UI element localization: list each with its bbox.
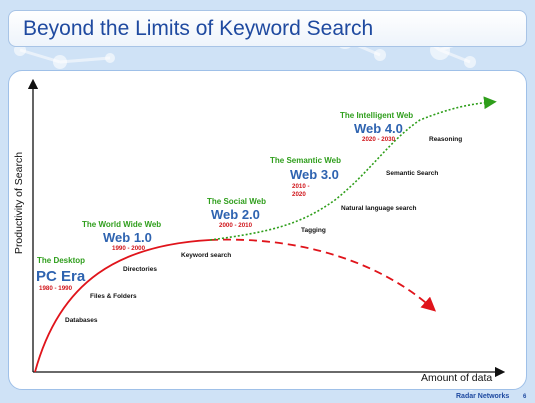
era-label-web-1: Web 1.0 (103, 230, 152, 245)
y-axis-label: Productivity of Search (13, 152, 25, 254)
era-label-web-4: Web 4.0 (354, 121, 403, 136)
feature-keyword-search: Keyword search (181, 252, 231, 259)
slide-title: Beyond the Limits of Keyword Search (23, 17, 374, 40)
era-name-world-wide-web: The World Wide Web (82, 220, 161, 229)
era-dates-web-1: 1990 - 2000 (112, 245, 146, 252)
era-dates-web-2: 2000 - 2010 (219, 222, 253, 229)
content-panel (8, 70, 527, 390)
era-dates-web-3-end: 2020 (292, 191, 306, 198)
feature-reasoning: Reasoning (429, 136, 462, 143)
feature-directories: Directories (123, 266, 157, 273)
feature-semantic-search: Semantic Search (386, 170, 438, 177)
era-label-web-2: Web 2.0 (211, 207, 260, 222)
era-name-social-web: The Social Web (207, 197, 266, 206)
feature-files-folders: Files & Folders (90, 293, 137, 300)
era-name-semantic-web: The Semantic Web (270, 156, 341, 165)
footer-brand: Radar Networks (456, 393, 509, 400)
x-axis-label: Amount of data (421, 372, 492, 384)
era-dates-web-3-start: 2010 - (292, 183, 310, 190)
title-bar: Beyond the Limits of Keyword Search (8, 10, 527, 47)
feature-tagging: Tagging (301, 227, 326, 234)
era-dates-pc: 1980 - 1990 (39, 285, 73, 292)
era-label-pc-era: PC Era (36, 268, 86, 285)
keyword-search-curve (34, 239, 211, 373)
keyword-search-decline-dashed (209, 238, 437, 312)
feature-natural-language-search: Natural language search (341, 205, 417, 212)
era-dates-web-4: 2020 - 2030 (362, 136, 396, 143)
era-name-intelligent-web: The Intelligent Web (340, 111, 413, 120)
feature-databases: Databases (65, 317, 98, 324)
era-label-web-3: Web 3.0 (290, 167, 339, 182)
era-name-desktop: The Desktop (37, 256, 85, 265)
footer-page-number: 6 (523, 394, 527, 400)
